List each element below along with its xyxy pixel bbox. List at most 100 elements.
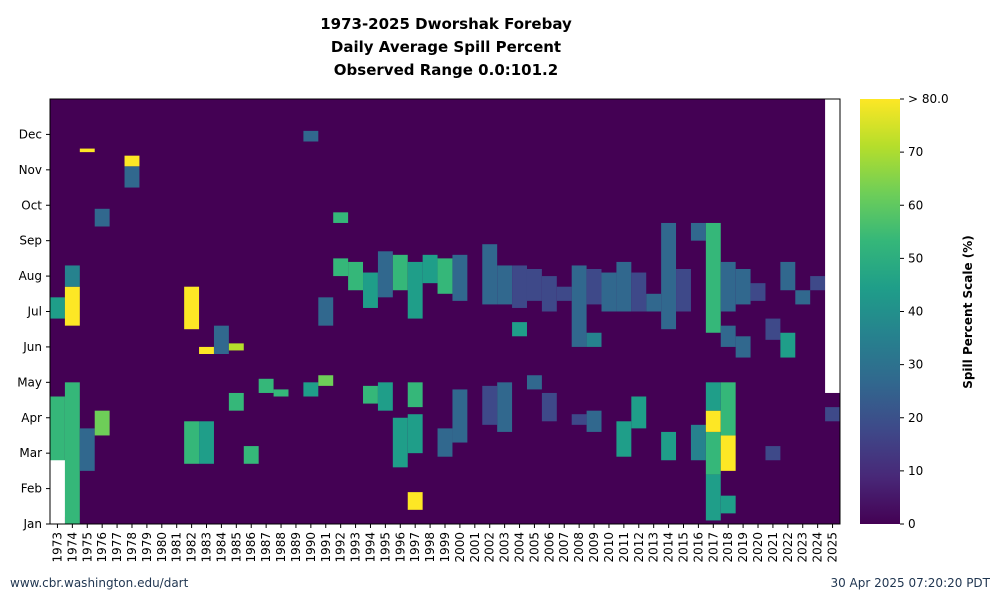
colorbar-tick-label: 30	[908, 358, 923, 372]
heatmap-cell-1994-29	[363, 272, 378, 308]
heatmap-cell-2025-89	[825, 407, 840, 422]
plot-area	[49, 98, 841, 525]
x-tick-label-2017: 2017	[706, 532, 720, 563]
colorbar-tick-label: 20	[908, 411, 923, 425]
heatmap-cell-1974-3	[64, 286, 80, 326]
heatmap-cell-2018-77	[720, 382, 736, 436]
heatmap-cell-2008-55	[571, 265, 587, 347]
y-axis: Jan Feb Mar Apr May Jun Jul Aug Sep Oct Nov Dec	[17, 127, 50, 531]
x-tick-label-2020: 2020	[751, 532, 765, 563]
y-tick-label-Nov: Nov	[19, 163, 42, 177]
chart-title: 1973-2025 Dworshak Forebay Daily Average…	[320, 15, 572, 79]
heatmap-cell-2005-50	[526, 269, 542, 301]
heatmap-cell-1996-33	[392, 254, 408, 291]
heatmap-cell-1975-5	[79, 428, 95, 471]
title-line-3: Observed Range 0.0:101.2	[334, 61, 558, 79]
y-tick-label-Jun: Jun	[22, 340, 42, 354]
title-line-1: 1973-2025 Dworshak Forebay	[320, 15, 572, 33]
y-tick-label-Oct: Oct	[21, 198, 42, 212]
x-axis: 1973 1974 1975 1976 1977 1978 1979 1980 1981 1982…	[50, 524, 840, 563]
x-tick-label-1994: 1994	[363, 532, 377, 563]
heatmap-cell-2021-83	[765, 446, 781, 461]
x-tick-label-1987: 1987	[259, 532, 273, 563]
heatmap-cell-2022-85	[780, 332, 796, 358]
source-link[interactable]: www.cbr.washington.edu/dart	[10, 576, 189, 590]
heatmap-cell-2018-76	[720, 435, 736, 471]
x-tick-label-2003: 2003	[498, 532, 512, 563]
heatmap-cell-2011-60	[616, 421, 632, 457]
y-tick-label-Aug: Aug	[19, 269, 42, 283]
heatmap-cell-2021-84	[765, 318, 781, 340]
colorbar-tick-label: 0	[908, 517, 916, 531]
heatmap-cell-2010-59	[601, 272, 617, 312]
y-tick-label-Feb: Feb	[21, 482, 42, 496]
heatmap-cell-2009-58	[586, 269, 602, 305]
heatmap-cell-2003-45	[497, 382, 513, 432]
heatmap-cell-1976-8	[94, 208, 110, 227]
colorbar-title: Spill Percent Scale (%)	[961, 235, 975, 389]
heatmap-cell-1982-12	[184, 286, 200, 330]
x-tick-label-1995: 1995	[378, 532, 392, 563]
x-tick-label-2022: 2022	[781, 532, 795, 563]
x-tick-label-2005: 2005	[527, 532, 541, 563]
heatmap-cell-2002-43	[482, 385, 498, 425]
x-tick-label-2006: 2006	[542, 532, 556, 563]
x-tick-label-2013: 2013	[647, 532, 661, 563]
x-tick-label-2009: 2009	[587, 532, 601, 563]
x-tick-label-1989: 1989	[289, 532, 303, 563]
x-tick-label-1984: 1984	[214, 532, 228, 563]
colorbar-tick-label: > 80.0	[908, 92, 949, 106]
x-tick-label-1980: 1980	[155, 532, 169, 563]
heatmap-cell-2016-69	[690, 222, 706, 241]
x-tick-label-2001: 2001	[468, 532, 482, 563]
x-tick-label-2004: 2004	[513, 532, 527, 563]
heatmap-cell-1991-23	[318, 375, 334, 386]
colorbar-tick-label: 60	[908, 198, 923, 212]
heatmap-cell-1978-9	[124, 166, 140, 188]
x-tick-label-1981: 1981	[170, 532, 184, 563]
x-tick-label-1988: 1988	[274, 532, 288, 563]
heatmap-cell-2006-51	[541, 392, 557, 422]
heatmap-cell-2009-57	[586, 332, 602, 347]
heatmap-cell-2018-78	[720, 325, 736, 347]
heatmap-cell-2017-72	[705, 410, 721, 432]
heatmap-cell-1974-4	[64, 265, 80, 287]
heatmap-cell-1996-32	[392, 417, 408, 468]
colorbar: 0 10 20 30 40 50 60 70 > 80.0	[860, 92, 949, 531]
x-tick-label-1985: 1985	[229, 532, 243, 563]
heatmap-cell-1990-21	[303, 382, 319, 397]
heatmap-cell-1983-13	[199, 421, 214, 464]
heatmap-cell-2017-74	[705, 222, 721, 333]
x-tick-label-2000: 2000	[453, 532, 467, 563]
heatmap-cell-2013-64	[646, 293, 662, 312]
heatmap-cell-2000-42	[452, 254, 468, 301]
x-tick-label-1999: 1999	[438, 532, 452, 563]
x-tick-label-1991: 1991	[319, 532, 333, 563]
heatmap-cell-2006-52	[541, 276, 557, 312]
heatmap-cell-1995-31	[377, 251, 393, 298]
heatmap-cell-2005-49	[526, 375, 542, 390]
heatmap-cell-1986-18	[243, 446, 259, 464]
x-tick-label-1973: 1973	[50, 532, 64, 563]
heatmap-cell-2017-73	[705, 382, 721, 411]
heatmap-cell-1994-28	[363, 385, 378, 404]
heatmap-cell-1976-7	[94, 410, 110, 436]
heatmap-cell-1988-20	[273, 389, 289, 397]
y-tick-label-Jul: Jul	[27, 305, 42, 319]
title-line-2: Daily Average Spill Percent	[331, 38, 561, 56]
x-tick-label-1978: 1978	[125, 532, 139, 563]
x-tick-label-1986: 1986	[244, 532, 258, 563]
missing-data-2025-1	[825, 99, 840, 393]
x-tick-label-2002: 2002	[483, 532, 497, 563]
heatmap-cell-1985-17	[228, 343, 244, 351]
y-tick-label-Dec: Dec	[19, 127, 42, 141]
heatmap-cell-2024-88	[810, 276, 826, 291]
heatmap-cell-2019-80	[735, 336, 751, 358]
heatmap-cell-2017-70	[705, 474, 721, 521]
heatmap-cell-2016-68	[690, 424, 706, 461]
x-tick-label-1975: 1975	[80, 532, 94, 563]
heatmap-cell-1997-35	[407, 414, 423, 454]
heatmap-cell-1973-1	[50, 297, 65, 319]
heatmap-cell-2018-79	[720, 261, 736, 312]
